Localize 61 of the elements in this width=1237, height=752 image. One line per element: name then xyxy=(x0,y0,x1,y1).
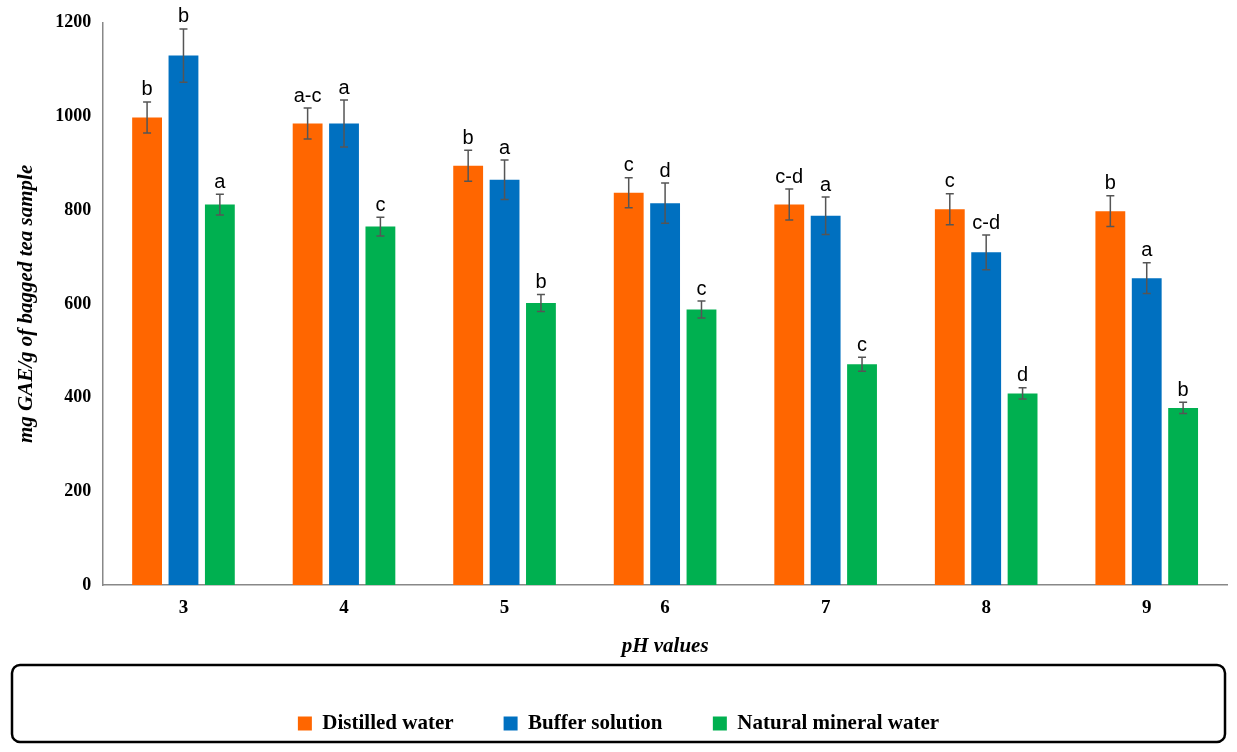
y-tick-label: 200 xyxy=(64,479,92,500)
bar xyxy=(934,209,965,585)
data-label: b xyxy=(177,4,190,27)
x-axis-title: pH values xyxy=(619,632,709,657)
bar xyxy=(810,215,841,585)
data-label: b xyxy=(535,270,547,293)
data-label: c-d xyxy=(972,210,1001,233)
data-label: c xyxy=(375,192,386,215)
bar xyxy=(132,117,162,585)
data-label: a xyxy=(820,172,833,195)
y-tick-label: 400 xyxy=(64,386,92,407)
x-tick-label: 5 xyxy=(499,596,510,618)
data-label: a-c xyxy=(293,83,322,106)
data-label: c-d xyxy=(775,164,804,187)
bar xyxy=(613,192,644,585)
x-tick-label: 3 xyxy=(178,596,189,618)
bar xyxy=(1007,393,1038,585)
bar xyxy=(774,204,805,585)
bar xyxy=(686,309,717,585)
y-tick-label: 600 xyxy=(64,292,92,313)
bar xyxy=(453,165,484,585)
data-label: a xyxy=(338,75,351,98)
data-label: b xyxy=(141,77,153,100)
x-tick-label: 7 xyxy=(820,596,831,618)
bar xyxy=(1095,211,1126,585)
bar xyxy=(489,179,520,585)
y-tick-label: 1000 xyxy=(55,105,92,126)
data-label: d xyxy=(1017,363,1029,386)
data-label: d xyxy=(659,158,671,181)
bar xyxy=(847,364,877,585)
bar xyxy=(1131,278,1162,585)
bar xyxy=(971,252,1002,585)
bar xyxy=(365,226,396,585)
legend-label: Distilled water xyxy=(322,709,454,734)
y-tick-label: 800 xyxy=(64,198,92,219)
bar xyxy=(204,204,235,585)
data-label: b xyxy=(1177,377,1189,400)
bar xyxy=(1168,407,1199,585)
data-label: a xyxy=(214,169,227,192)
legend-label: Natural mineral water xyxy=(737,709,940,734)
data-label: b xyxy=(1104,171,1116,194)
data-label: c xyxy=(857,332,868,355)
bar xyxy=(292,123,323,585)
bar xyxy=(526,302,556,585)
x-tick-label: 4 xyxy=(339,596,350,618)
data-label: c xyxy=(944,169,955,192)
data-label: a xyxy=(1141,238,1154,261)
x-tick-label: 6 xyxy=(660,596,670,618)
legend-label: Buffer solution xyxy=(528,709,663,734)
data-label: a xyxy=(498,135,511,158)
bar xyxy=(650,203,681,585)
bar xyxy=(168,55,199,585)
bar xyxy=(329,123,359,585)
x-tick-label: 9 xyxy=(1141,596,1152,618)
data-label: c xyxy=(696,276,707,299)
data-label: c xyxy=(623,153,634,176)
y-tick-label: 0 xyxy=(82,573,92,594)
data-label: b xyxy=(462,125,474,148)
x-tick-label: 8 xyxy=(981,596,991,618)
y-tick-label: 1200 xyxy=(55,11,92,32)
y-axis-title: mg GAE/g of bagged tea sample xyxy=(13,164,38,444)
